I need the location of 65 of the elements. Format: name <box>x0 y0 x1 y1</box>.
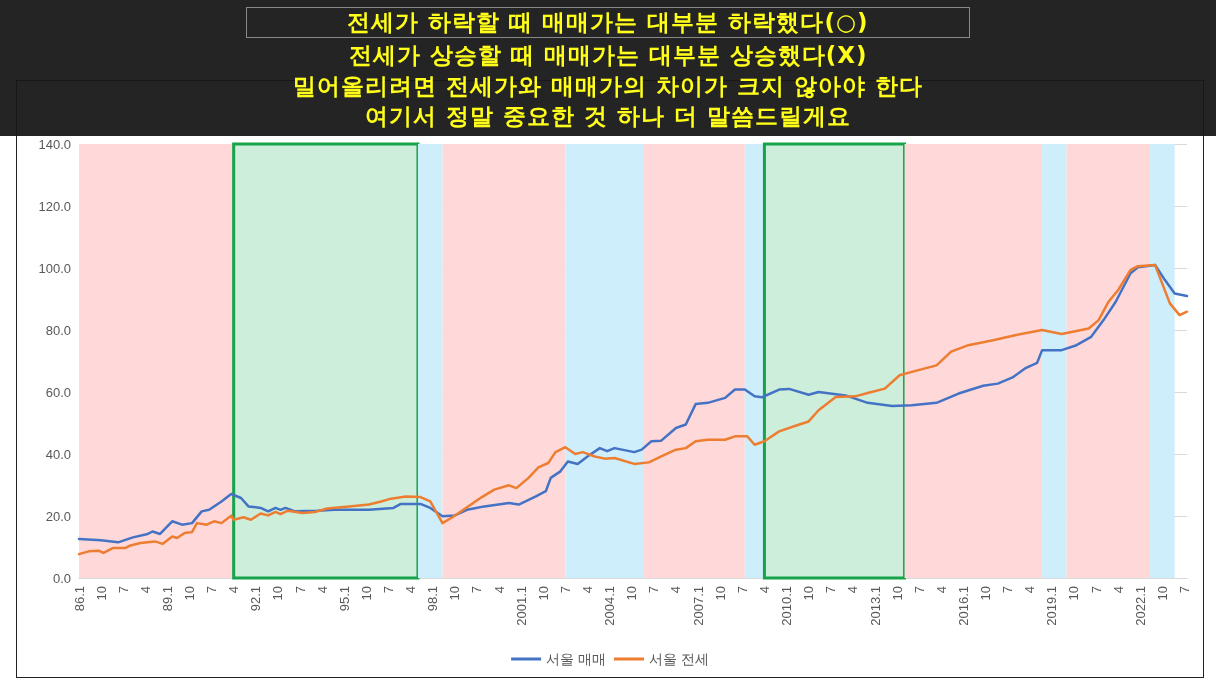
x-tick-label: 2010.1 <box>779 586 795 626</box>
x-tick-label: 7 <box>469 586 485 594</box>
x-tick-label: 2022.1 <box>1132 586 1148 626</box>
x-tick-label: 10 <box>535 586 551 601</box>
x-tick-label: 95.1 <box>336 586 352 612</box>
x-tick-label: 4 <box>1110 586 1126 594</box>
x-tick-label: 2016.1 <box>955 586 971 626</box>
text: 전세가 상승할 때 매매가는 대부분 상승했다(X) <box>348 41 868 69</box>
x-tick-label: 7 <box>1000 586 1016 594</box>
x-tick-label: 10 <box>182 586 198 601</box>
x-tick-label: 10 <box>712 586 728 601</box>
legend-label: 서울 매매 <box>546 651 606 667</box>
y-tick-label: 20.0 <box>45 508 71 524</box>
x-tick-label: 7 <box>1177 586 1192 594</box>
x-tick-label: 4 <box>756 586 772 594</box>
x-tick-label: 98.1 <box>425 586 441 612</box>
legend-label: 서울 전세 <box>649 651 709 667</box>
x-tick-label: 7 <box>911 586 927 594</box>
x-tick-label: 7 <box>1088 586 1104 594</box>
y-tick-label: 140.0 <box>38 136 71 152</box>
x-tick-label: 4 <box>845 586 861 594</box>
x-tick-label: 2007.1 <box>690 586 706 626</box>
x-tick-label: 10 <box>801 586 817 601</box>
x-tick-label: 2004.1 <box>602 586 618 626</box>
x-tick-label: 4 <box>668 586 684 594</box>
x-tick-label: 10 <box>93 586 109 601</box>
x-tick-label: 7 <box>380 586 396 594</box>
x-tick-label: 7 <box>204 586 220 594</box>
x-tick-label: 10 <box>447 586 463 601</box>
x-tick-label: 4 <box>226 586 242 594</box>
x-tick-label: 4 <box>403 586 419 594</box>
x-tick-label: 4 <box>579 586 595 594</box>
x-tick-label: 10 <box>978 586 994 601</box>
x-tick-label: 2013.1 <box>867 586 883 626</box>
x-tick-label: 10 <box>358 586 374 601</box>
x-tick-label: 10 <box>624 586 640 601</box>
x-tick-label: 7 <box>292 586 308 594</box>
x-tick-label: 4 <box>1022 586 1038 594</box>
x-tick-label: 10 <box>1154 586 1170 601</box>
x-tick-label: 4 <box>314 586 330 594</box>
x-tick-label: 4 <box>137 586 153 594</box>
y-tick-label: 100.0 <box>38 260 71 276</box>
x-tick-label: 4 <box>933 586 949 594</box>
x-tick-label: 4 <box>491 586 507 594</box>
y-tick-label: 0.0 <box>52 570 71 586</box>
text: 밀어올리려면 전세가와 매매가의 차이가 크지 않아야 한다 <box>292 72 924 100</box>
text: 전세가 하락할 때 매매가는 대부분 하락했다(○) <box>246 7 970 38</box>
x-tick-label: 86.1 <box>71 586 87 612</box>
x-tick-label: 89.1 <box>159 586 175 612</box>
x-tick-label: 7 <box>115 586 131 594</box>
x-tick-label: 10 <box>889 586 905 601</box>
x-tick-label: 10 <box>270 586 286 601</box>
y-tick-label: 120.0 <box>38 198 71 214</box>
x-tick-label: 92.1 <box>248 586 264 612</box>
x-tick-label: 2019.1 <box>1044 586 1060 626</box>
x-tick-label: 7 <box>557 586 573 594</box>
x-tick-label: 2001.1 <box>513 586 529 626</box>
y-tick-label: 80.0 <box>45 322 71 338</box>
y-tick-label: 60.0 <box>45 384 71 400</box>
x-tick-label: 7 <box>823 586 839 594</box>
text: 여기서 정말 중요한 것 하나 더 말씀드릴게요 <box>364 103 852 130</box>
x-tick-label: 7 <box>734 586 750 594</box>
x-tick-label: 10 <box>1066 586 1082 601</box>
y-tick-label: 40.0 <box>45 446 71 462</box>
x-tick-label: 7 <box>646 586 662 594</box>
